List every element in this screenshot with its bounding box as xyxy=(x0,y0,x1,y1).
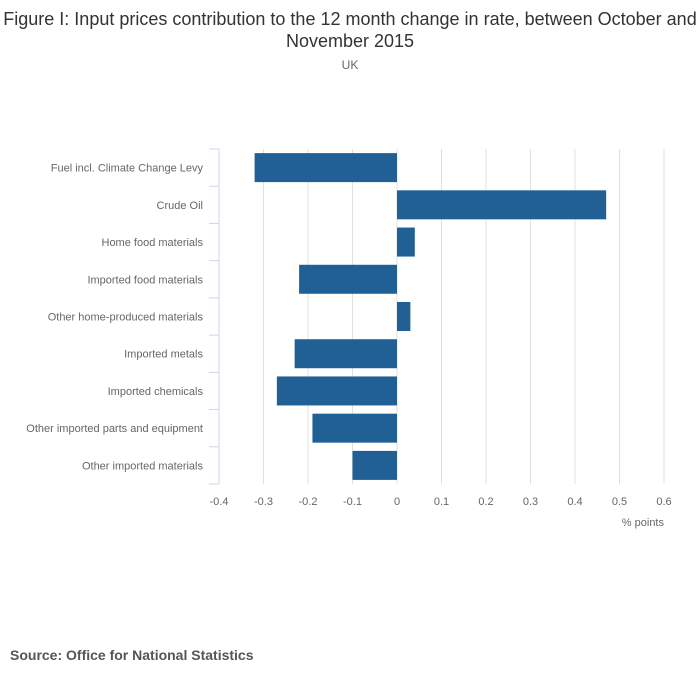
bar xyxy=(299,264,397,294)
bar xyxy=(352,450,397,480)
bar xyxy=(254,153,397,183)
x-tick-label: 0.2 xyxy=(478,496,493,508)
x-axis-label: % points xyxy=(622,517,665,529)
category-label: Fuel incl. Climate Change Levy xyxy=(51,163,204,175)
category-label: Other imported materials xyxy=(82,460,204,472)
category-label: Imported metals xyxy=(124,349,203,361)
bar-chart: -0.4 -0.3 -0.2 -0.1 0 0.1 0.2 0.3 0.4 0.5 0.6 Fuel … xyxy=(26,148,672,529)
category-label: Home food materials xyxy=(102,237,204,249)
bar xyxy=(294,339,397,369)
bar xyxy=(312,413,397,443)
bar xyxy=(397,190,607,220)
category-label: Imported food materials xyxy=(87,274,203,286)
bar xyxy=(397,227,415,257)
x-tick-label: 0.5 xyxy=(612,496,627,508)
category-label: Other home-produced materials xyxy=(48,312,204,324)
x-tick-label: -0.2 xyxy=(299,496,318,508)
bar xyxy=(397,302,411,331)
chart-title: Figure I: Input prices contribution to t… xyxy=(3,9,697,51)
x-tick-label: 0.4 xyxy=(567,496,582,508)
category-label: Imported chemicals xyxy=(108,386,204,398)
x-tick-label: -0.1 xyxy=(343,496,362,508)
x-tick-label: 0.3 xyxy=(523,496,538,508)
x-tick-label: -0.4 xyxy=(210,496,229,508)
x-tick-label: 0.1 xyxy=(434,496,449,508)
x-tick-label: -0.3 xyxy=(254,496,273,508)
source-note: Source: Office for National Statistics xyxy=(10,647,254,663)
category-label: Crude Oil xyxy=(157,200,203,212)
chart-subtitle: UK xyxy=(341,58,359,72)
bar xyxy=(276,376,397,406)
category-label: Other imported parts and equipment xyxy=(26,423,203,435)
x-tick-label: 0 xyxy=(394,496,400,508)
x-tick-label: 0.6 xyxy=(656,496,671,508)
